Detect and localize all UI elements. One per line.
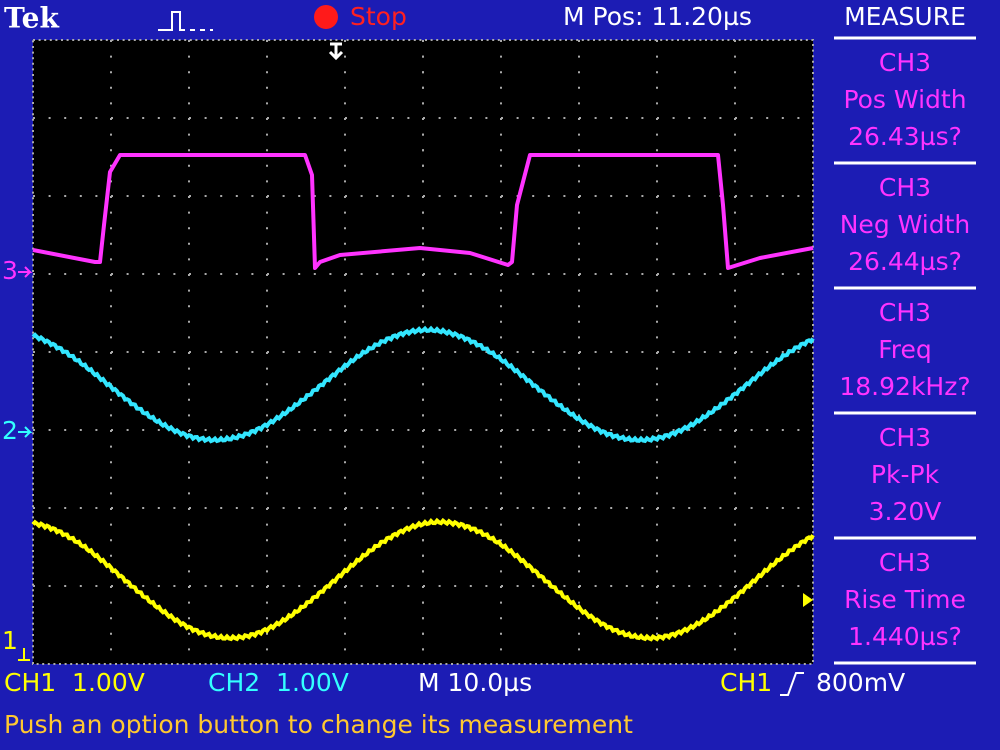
measurement-source: CH3 [879,423,931,452]
measurement-source: CH3 [879,48,931,77]
measurement-source: CH3 [879,548,931,577]
measurement-source: CH3 [879,173,931,202]
measure-menu: CH3 Pos Width 26.43µs? CH3 Neg Width 26.44µs?… [834,36,976,665]
measurement-value: 26.44µs? [848,247,962,276]
acquisition-icon [158,11,213,31]
channel-arrow [18,648,30,661]
ch1-trace [31,517,815,642]
run-status: Stop [350,2,407,31]
trigger-level: 800mV [816,668,905,697]
stop-indicator [314,5,338,29]
graticule-border [32,39,814,665]
measurement-value: 18.92kHz? [839,372,970,401]
channel-arrow [18,266,33,278]
traces [31,153,815,642]
trigger-source: CH1 [720,668,772,697]
ch2-scale: CH2 1.00V [208,668,349,697]
trigger-level-marker [803,593,813,607]
measurement-value: 3.20V [869,497,942,526]
channel-marker: 2 [2,416,18,445]
trigger-slope-icon [780,672,804,696]
measurement-name: Freq [878,335,932,364]
measurement-value: 1.440µs? [848,622,962,651]
measurement-name: Pk-Pk [871,460,940,489]
channel-arrow [18,426,33,438]
brand: Tek [4,2,59,35]
menu-title: MEASURE [844,2,966,31]
ch2-trace [31,325,815,444]
channel-marker: 3 [2,256,18,285]
measurement-name: Pos Width [843,85,966,114]
ch1-scale: CH1 1.00V [4,668,145,697]
measurement-name: Neg Width [840,210,971,239]
graticule [32,39,814,665]
channel-marker: 1 [2,626,18,655]
measurement-source: CH3 [879,298,931,327]
status-message: Push an option button to change its meas… [4,710,633,739]
measurement-value: 26.43µs? [848,122,962,151]
trigger-position-marker [328,42,344,61]
horizontal-position: M Pos: 11.20µs [563,2,752,31]
measurement-name: Rise Time [844,585,966,614]
timebase: M 10.0µs [418,668,532,697]
ch3-trace [32,153,814,270]
